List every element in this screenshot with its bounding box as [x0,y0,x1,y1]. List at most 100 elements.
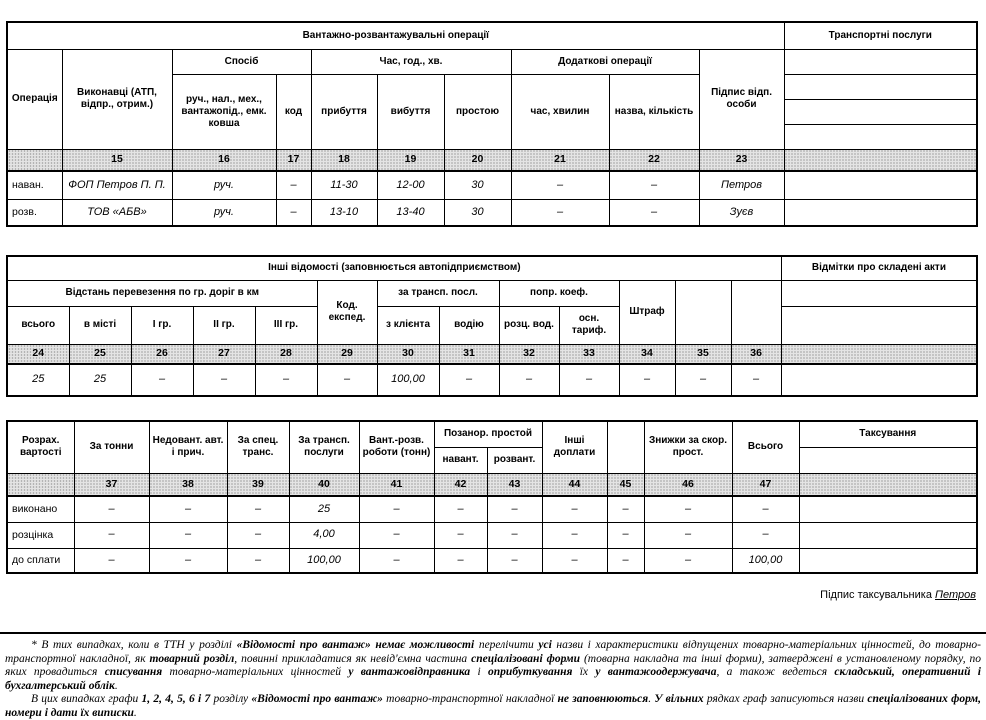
t1-col-add-time: час, хвилин [510,73,610,150]
t1-grp-time: Час, год., хв. [310,48,512,75]
t2-col-g1: І гр. [130,305,194,345]
t2-col-g3: ІІІ гр. [254,305,318,345]
taxation-signature-label: Підпис таксувальника [820,589,932,601]
t1-num: 23 [698,148,785,172]
t2-col-city: в місті [68,305,132,345]
t1-cell-arrival: 11-30 [310,170,378,200]
t3-num: 38 [148,472,228,497]
t1-cell-add-time: – [510,198,610,227]
t1-cell-method: руч. [171,170,277,200]
t1-transport-services-row [783,98,978,125]
t3-cell: – [606,495,645,523]
t3-col-total: Всього [731,420,800,474]
t2-col-from-client: з клієнта [376,305,440,345]
t2-cell: – [316,363,378,397]
t3-cell: – [73,495,150,523]
t3-cell: – [148,495,228,523]
t3-row-label: до сплати [6,547,75,574]
t3-taxation-row [798,446,978,474]
t1-col-method-detail: руч., нал., мех., вантажопід., емк. ковш… [171,73,277,150]
t3-cell-taxation [798,521,978,549]
t2-num: 27 [192,343,256,365]
taxation-signature-name: Петров [935,589,976,601]
t2-data-row: 25 25 – – – – 100,00 – – – – – – [6,363,978,397]
t3-num: 40 [288,472,360,497]
t3-col-calc: Розрах. вартості [6,420,75,474]
t1-cell-departure: 12-00 [376,170,445,200]
t2-num: 25 [68,343,132,365]
t1-right-title: Транспортні послуги [783,21,978,50]
t2-col-35-header [674,279,732,345]
t1-num: 17 [275,148,312,172]
t3-cell: – [541,495,608,523]
t1-col-operation: Операція [6,48,63,150]
t1-cell-code: – [275,198,312,227]
t1-title: Вантажно-розвантажувальні операції [6,21,785,50]
t2-col-fine: Штраф [618,279,676,345]
t2-acts-row [780,279,978,307]
t3-col-special: За спец. транс. [226,420,290,474]
t3-row-label: виконано [6,495,75,523]
t1-col-add-name: назва, кількість [608,73,700,150]
t2-cell: – [498,363,560,397]
t2-cell: – [130,363,194,397]
t2-cell: 25 [68,363,132,397]
t3-col-45-header [606,420,645,474]
t3-col-underload: Недовант. авт. і прич. [148,420,228,474]
t2-num: 26 [130,343,194,365]
t3-cell: – [606,521,645,549]
t1-col-executors: Виконавці (АТП, відпр., отрим.) [61,48,173,150]
t3-cell: – [606,547,645,574]
t3-cell: – [433,521,488,549]
t3-cell: 100,00 [288,547,360,574]
t3-cell: 25 [288,495,360,523]
t3-num: 44 [541,472,608,497]
t3-num: 47 [731,472,800,497]
t1-cell-signature: Петров [698,170,785,200]
t3-cell: – [226,547,290,574]
t3-cell: – [73,547,150,574]
t3-grp-overtime: Позанор. простой [433,420,543,448]
t3-cell: – [433,495,488,523]
t3-cell: – [541,521,608,549]
t2-col-36-header [730,279,782,345]
t3-cell: – [433,547,488,574]
t1-col-idle: простою [443,73,512,150]
t1-cell-method: руч. [171,198,277,227]
t1-cell-add-name: – [608,170,700,200]
t1-cell-arrival: 13-10 [310,198,378,227]
t3-cell-taxation [798,495,978,523]
t3-col-unload: розвант. [486,446,543,474]
t2-cell: – [254,363,318,397]
t1-cell-idle: 30 [443,198,512,227]
t3-cell-taxation [798,547,978,574]
t1-transport-services-row [783,48,978,75]
t1-num: 15 [61,148,173,172]
t2-acts-row [780,305,978,345]
t3-row-done: виконано – – – 25 – – – – – – – [6,495,978,523]
t1-grp-additional: Додаткові операції [510,48,700,75]
t1-transport-services-row [783,123,978,150]
t3-cell: – [731,495,800,523]
t1-col-arrival: прибуття [310,73,378,150]
t1-col-signature: Підпис відп. особи [698,48,785,150]
t1-cell-idle: 30 [443,170,512,200]
t1-cell-departure: 13-40 [376,198,445,227]
t1-cell-transport-services [783,170,978,200]
t1-row-label: наван. [6,170,63,200]
t2-num: 24 [6,343,70,365]
footnote: * В тих випадках, коли в ТТН у розділі «… [0,632,986,720]
t3-cell: – [358,547,435,574]
t1-cell-executor: ФОП Петров П. П. [61,170,173,200]
t3-col-loading-works: Вант.-розв. роботи (тонн) [358,420,435,474]
t1-cell-signature: Зуєв [698,198,785,227]
other-info-table: Інші відомості (заповнюється автопідприє… [6,255,979,397]
t2-grp-transp: за трансп. посл. [376,279,500,307]
t3-row-rate: розцінка – – – 4,00 – – – – – – – [6,521,978,549]
t3-cell: 4,00 [288,521,360,549]
t2-col-total: всього [6,305,70,345]
loading-operations-table: Вантажно-розвантажувальні операції Транс… [6,21,979,227]
t3-right-title: Таксування [798,420,978,448]
t3-num: 46 [643,472,733,497]
